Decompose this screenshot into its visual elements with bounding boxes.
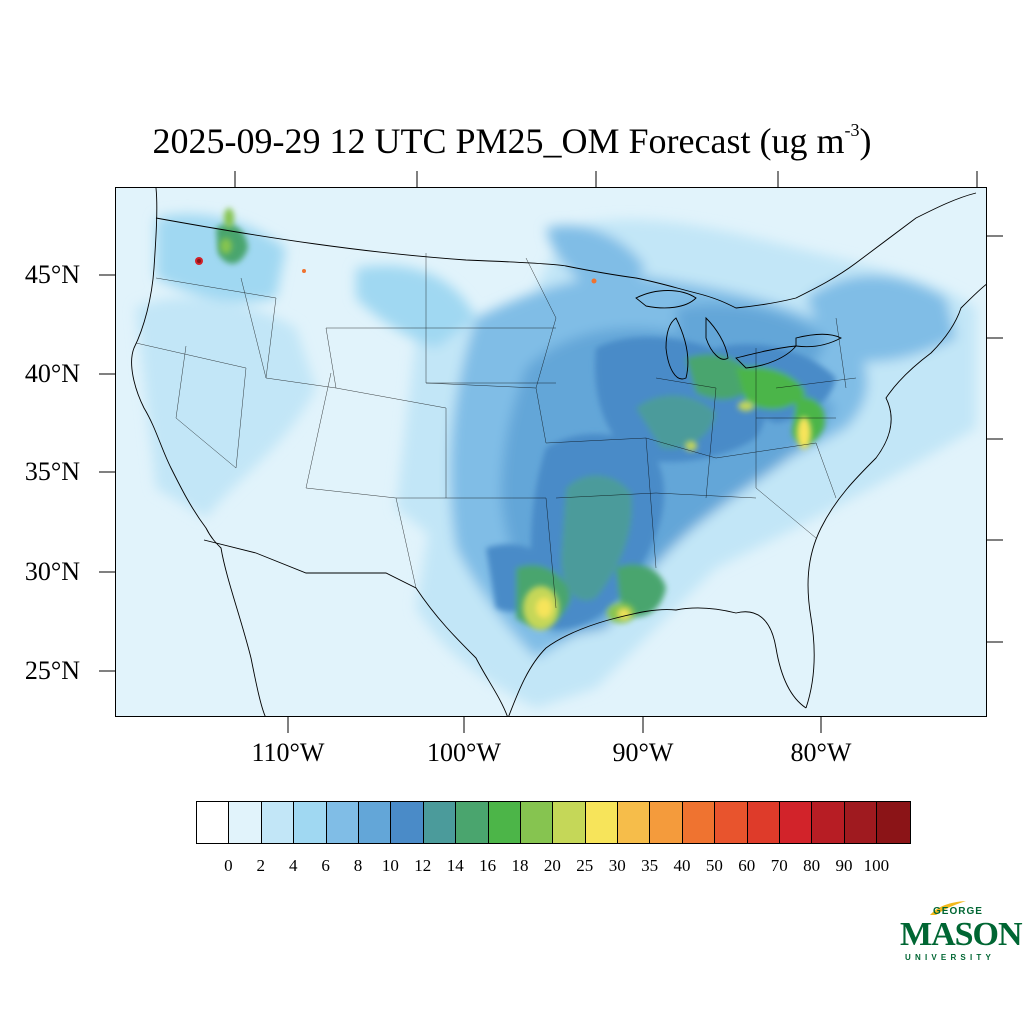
colorbar-box-20 [844,802,878,843]
colorbar-box-7 [423,802,457,843]
colorbar-box-21 [877,802,910,843]
lat-label-30n: 30°N [24,557,80,586]
map-panel [115,187,987,717]
colorbar-box-17 [747,802,781,843]
colorbar-box-3 [294,802,327,843]
lon-label-90w: 90°W [612,738,674,767]
colorbar-label-5: 10 [381,856,399,875]
chart-title: 2025-09-29 12 UTC PM25_OM Forecast (ug m… [0,112,1024,163]
colorbar-label-11: 25 [576,856,594,875]
colorbar-label-2: 4 [288,856,298,875]
colorbar-box-2 [261,802,295,843]
colorbar-label-12: 30 [608,856,626,875]
pm25-forecast-map [116,188,986,716]
hotspot-minor [591,278,597,284]
lon-label-80w: 80°W [790,738,852,767]
colorbar-box-11 [553,802,586,843]
title-text: 2025-09-29 12 UTC PM25_OM Forecast (ug m [152,121,845,161]
colorbar-box-4 [326,802,359,843]
colorbar-label-1: 2 [256,856,266,875]
lat-label-35n: 35°N [24,457,80,486]
colorbar-label-13: 35 [641,856,659,875]
hotspot-minor-2 [302,269,306,273]
geographic-boundaries [131,188,986,716]
colorbar-label-0: 0 [224,856,233,875]
colorbar-box-5 [358,802,392,843]
colorbar-label-20: 100 [863,856,890,875]
colorbar-box-15 [682,802,716,843]
logo-george: GEORGE [933,906,983,917]
colorbar-label-7: 14 [446,856,464,875]
lat-label-25n: 25°N [24,656,80,685]
colorbar-box-1 [229,802,262,843]
lon-label-100w: 100°W [427,738,501,767]
colorbar-box-19 [812,802,845,843]
gmu-logo: GEORGE MASON UNIVERSITY [895,896,1023,966]
state-boundaries [135,253,857,609]
colorbar-label-3: 6 [321,856,330,875]
logo-mason: MASON [900,916,1023,953]
concentration-field [136,208,976,708]
colorbar-box-10 [520,802,554,843]
colorbar [196,801,911,844]
colorbar-box-16 [715,802,748,843]
colorbar-box-0 [197,802,230,843]
colorbar-label-4: 8 [353,856,363,875]
colorbar-label-10: 20 [543,856,561,875]
title-close: ) [859,121,872,161]
colorbar-box-6 [391,802,424,843]
colorbar-label-6: 12 [414,856,432,875]
colorbar-label-17: 70 [770,856,788,875]
logo-swoosh-icon [930,901,966,915]
colorbar-box-12 [585,802,619,843]
wildfire-hotspot-core [197,259,201,263]
colorbar-label-8: 16 [479,856,497,875]
colorbar-label-18: 80 [803,856,821,875]
colorbar-label-15: 50 [705,856,723,875]
colorbar-label-9: 18 [511,856,529,875]
title-exponent: -3 [844,120,860,140]
colorbar-box-18 [780,802,813,843]
lon-label-110w: 110°W [251,738,325,767]
colorbar-box-13 [618,802,651,843]
lat-label-40n: 40°N [24,359,80,388]
logo-university: UNIVERSITY [905,953,996,962]
colorbar-label-16: 60 [738,856,756,875]
colorbar-box-14 [650,802,683,843]
colorbar-label-14: 40 [673,856,691,875]
colorbar-box-8 [456,802,489,843]
lat-label-45n: 45°N [24,260,80,289]
colorbar-box-9 [488,802,521,843]
colorbar-label-19: 90 [835,856,853,875]
